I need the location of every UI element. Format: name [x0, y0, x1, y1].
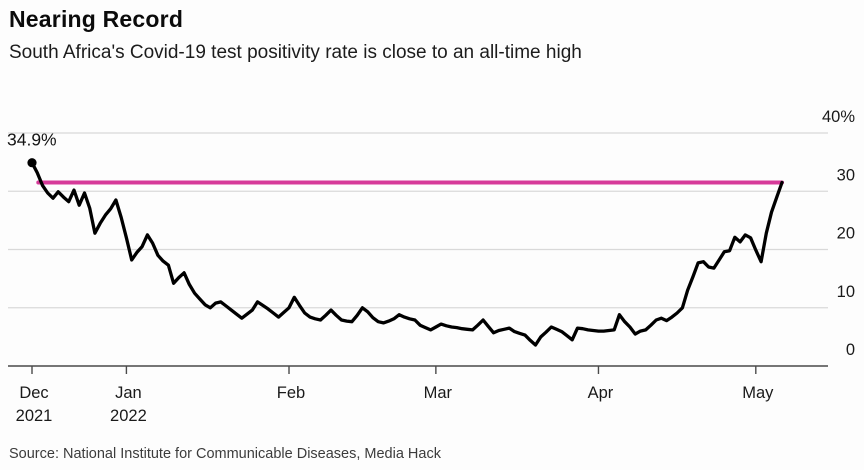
- x-axis-label-dec: Dec: [19, 384, 48, 402]
- y-axis-label-30: 30: [837, 166, 855, 184]
- page-title: Nearing Record: [9, 6, 184, 32]
- x-axis-label-may: May: [742, 384, 774, 402]
- x-axis-sublabel-2022: 2022: [110, 407, 147, 425]
- chart-header: Nearing Record South Africa's Covid-19 t…: [9, 6, 849, 64]
- x-axis-label-feb: Feb: [277, 384, 305, 402]
- peak-value-annotation: 34.9%: [7, 130, 57, 150]
- source-note: Source: National Institute for Communica…: [9, 446, 441, 462]
- y-axis-label-40: 40%: [822, 108, 855, 126]
- y-axis-label-10: 10: [837, 283, 855, 301]
- x-axis-sublabel-2021: 2021: [16, 407, 53, 425]
- y-axis-label-0: 0: [846, 341, 855, 359]
- x-axis-label-apr: Apr: [588, 384, 614, 402]
- peak-point-marker: [27, 158, 37, 168]
- y-axis-label-20: 20: [837, 225, 855, 243]
- page-subtitle: South Africa's Covid-19 test positivity …: [9, 41, 582, 63]
- x-axis-label-mar: Mar: [424, 384, 453, 402]
- positivity-rate-line: [30, 161, 784, 347]
- x-axis-label-jan: Jan: [115, 384, 142, 402]
